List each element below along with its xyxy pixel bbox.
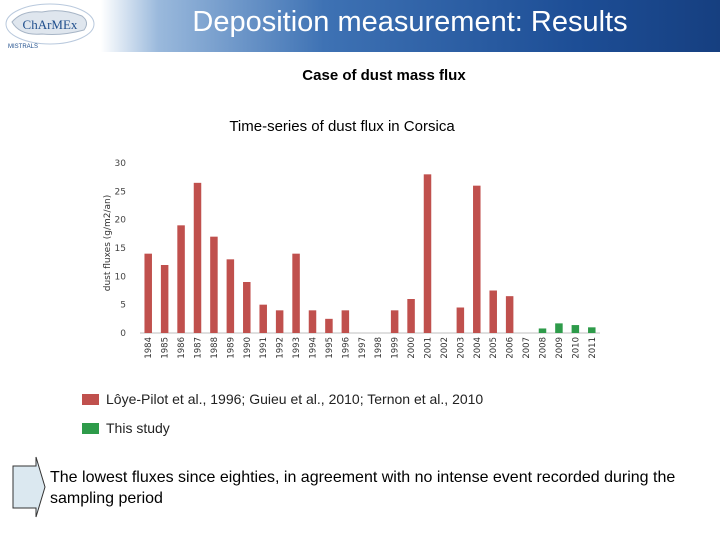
bar-reference (144, 253, 152, 333)
x-tick-label: 2007 (522, 337, 532, 359)
dust-flux-chart: dust fluxes (g/m2/an) 0 5 10 15 20 25 30 1984 19… (103, 159, 600, 359)
x-tick-label: 2004 (473, 337, 483, 359)
svg-text:ChArMEx: ChArMEx (23, 17, 78, 32)
header-bar: ChArMEx MISTRALS Deposition measurement:… (0, 0, 720, 52)
y-tick-label: 25 (115, 187, 126, 197)
x-tick-label: 1996 (341, 337, 351, 359)
page-title: Deposition measurement: Results (192, 6, 628, 38)
x-tick-label: 2003 (456, 337, 466, 359)
x-tick-label: 1995 (325, 337, 335, 359)
x-tick-label: 2006 (506, 337, 516, 359)
y-tick-label: 10 (115, 272, 127, 282)
bar-reference (259, 304, 267, 333)
x-tick-label: 1989 (226, 337, 236, 359)
bar-reference (423, 174, 432, 333)
bar-reference (325, 318, 333, 333)
bar-reference (456, 307, 465, 333)
legend-label: This study (106, 420, 170, 436)
x-tick-label: 2002 (440, 337, 450, 359)
bar-reference (275, 310, 284, 333)
bar-reference (407, 299, 415, 333)
svg-text:MISTRALS: MISTRALS (8, 44, 38, 50)
bar-this-study (588, 327, 596, 333)
y-axis-label: dust fluxes (g/m2/an) (103, 195, 113, 292)
bar-reference (473, 185, 481, 333)
legend-label: Lôye-Pilot et al., 1996; Guieu et al., 2… (106, 391, 484, 407)
x-tick-label: 1988 (210, 337, 220, 359)
y-tick-label: 15 (115, 244, 126, 254)
x-tick-label: 1997 (358, 337, 368, 359)
bar-this-study (555, 323, 563, 333)
chart-title: Time-series of dust flux in Corsica (229, 118, 455, 135)
x-tick-label: 2005 (489, 337, 499, 359)
y-tick-label: 20 (115, 216, 127, 226)
bar-reference (177, 225, 185, 333)
x-tick-label: 1994 (309, 337, 319, 359)
conclusion-text: The lowest fluxes since eighties, in agr… (50, 469, 676, 507)
bar-reference (292, 253, 300, 333)
bar-reference (308, 310, 317, 333)
x-tick-label: 1993 (292, 337, 302, 359)
bar-reference (226, 259, 235, 333)
y-tick-label: 5 (120, 301, 126, 311)
x-tick-label: 1985 (161, 337, 171, 359)
legend-swatch-green (82, 423, 99, 434)
x-tick-label: 1999 (391, 337, 401, 359)
section-subtitle: Case of dust mass flux (302, 67, 466, 84)
x-tick-label: 2000 (407, 337, 417, 359)
y-tick-label: 0 (120, 329, 126, 339)
x-tick-label: 2009 (555, 337, 565, 359)
bar-reference (193, 182, 202, 333)
legend-swatch-red (82, 394, 99, 405)
bar-reference (341, 310, 350, 333)
x-tick-label: 2011 (588, 337, 598, 359)
bar-this-study (538, 328, 547, 333)
x-tick-label: 1986 (177, 337, 187, 359)
charmex-logo: ChArMEx MISTRALS (5, 3, 95, 50)
x-tick-label: 2008 (539, 337, 549, 359)
bar-reference (160, 265, 169, 333)
x-tick-label: 1987 (194, 337, 204, 359)
bar-reference (243, 282, 251, 333)
y-tick-label: 30 (115, 159, 127, 169)
x-tick-label: 1998 (374, 337, 384, 359)
x-tick-label: 1992 (276, 337, 286, 359)
x-tick-label: 1984 (144, 337, 154, 359)
x-tick-label: 1990 (243, 337, 253, 359)
bar-reference (505, 296, 514, 333)
x-tick-label: 2001 (424, 337, 434, 359)
arrow-right-icon (12, 456, 46, 518)
bar-this-study (571, 325, 580, 333)
bar-reference (210, 236, 218, 333)
x-tick-label: 1991 (259, 337, 269, 359)
x-tick-label: 2010 (571, 337, 581, 359)
bar-reference (489, 290, 497, 333)
bar-reference (390, 310, 399, 333)
